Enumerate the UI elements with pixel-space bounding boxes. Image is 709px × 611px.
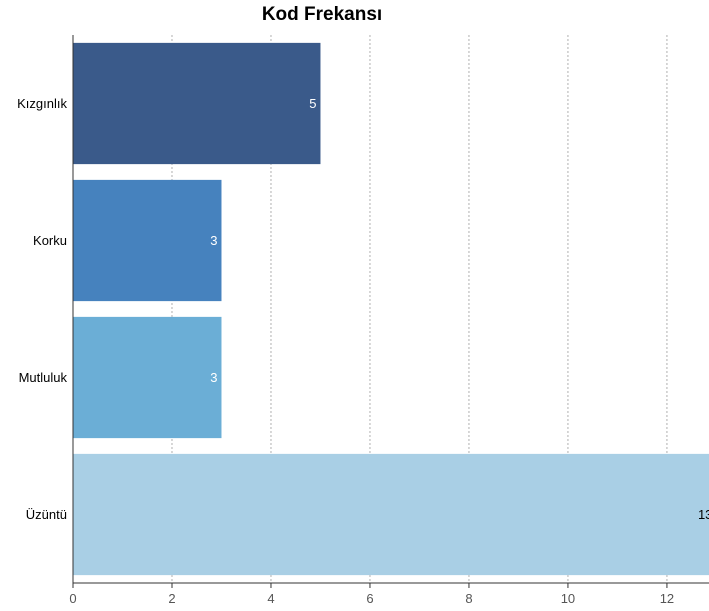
data-label-3: 13 <box>698 507 709 522</box>
data-label-2: 3 <box>210 370 217 385</box>
axes <box>72 35 709 588</box>
category-label-1: Korku <box>33 233 67 248</box>
chart-title: Kod Frekansı <box>261 4 383 25</box>
x-tick-label-8: 8 <box>465 591 472 606</box>
bar-2 <box>73 316 222 439</box>
category-label-2: Mutluluk <box>19 370 68 385</box>
data-label-0: 5 <box>309 96 316 111</box>
x-tick-label-0: 0 <box>69 591 76 606</box>
bar-3 <box>73 453 709 576</box>
category-label-0: Kızgınlık <box>17 96 67 111</box>
bar-0 <box>73 42 321 165</box>
x-tick-label-4: 4 <box>267 591 274 606</box>
bars <box>73 42 709 576</box>
x-tick-label-10: 10 <box>561 591 575 606</box>
x-tick-label-12: 12 <box>660 591 674 606</box>
labels: Kızgınlık 5 Korku 3 Mutluluk 3 Üzüntü 13 0 2 4 6 8 10… <box>17 96 709 606</box>
x-tick-label-2: 2 <box>168 591 175 606</box>
bar-1 <box>73 179 222 302</box>
data-label-1: 3 <box>210 233 217 248</box>
x-tick-label-6: 6 <box>366 591 373 606</box>
category-label-3: Üzüntü <box>26 507 67 522</box>
